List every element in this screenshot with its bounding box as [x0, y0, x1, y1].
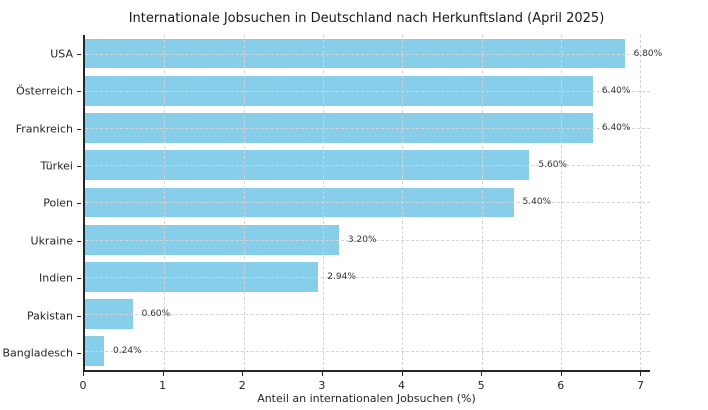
- x-tick-mark: [242, 372, 244, 376]
- x-tick-mark: [560, 372, 562, 376]
- bar: [85, 150, 530, 181]
- bar: [85, 187, 514, 218]
- x-tick-mark: [162, 372, 164, 376]
- bar-row: 5.60%: [85, 147, 650, 184]
- bar: [85, 38, 625, 69]
- y-label-row: USA: [0, 35, 81, 72]
- y-category-label: Österreich: [16, 84, 73, 98]
- bar-row: 5.40%: [85, 184, 650, 221]
- y-axis-labels: USA Österreich Frankreich Türkei Polen Ukrain…: [0, 35, 81, 372]
- y-label-row: Pakistan: [0, 297, 81, 334]
- x-axis-label: Anteil an internationalen Jobsuchen (%): [257, 392, 476, 405]
- bar-value-label: 5.40%: [522, 197, 552, 208]
- x-tick-label: 5: [477, 379, 485, 392]
- bar-row: 2.94%: [85, 258, 650, 295]
- x-tick-mark: [321, 372, 323, 376]
- y-category-label: Indien: [39, 271, 73, 285]
- bar: [85, 224, 339, 255]
- y-tick-mark: [77, 353, 81, 355]
- y-label-row: Ukraine: [0, 222, 81, 259]
- y-label-row: Polen: [0, 185, 81, 222]
- y-tick-mark: [77, 315, 81, 317]
- bar-value-label: 6.40%: [601, 85, 631, 96]
- bar: [85, 262, 319, 292]
- y-tick-mark: [77, 166, 81, 168]
- bar-value-label: 0.24%: [113, 346, 142, 357]
- bar-row: 6.80%: [85, 35, 662, 72]
- bar-value-label: 6.80%: [633, 48, 663, 59]
- y-category-label: Türkei: [40, 159, 73, 173]
- bar-value-label: 0.60%: [141, 309, 171, 320]
- x-tick-label: 6: [557, 379, 565, 392]
- x-tick-label: 4: [398, 379, 406, 392]
- bar-row: 3.20%: [85, 221, 650, 258]
- bar-row: 6.40%: [85, 72, 650, 109]
- x-tick-label: 1: [159, 379, 167, 392]
- bar: [85, 336, 105, 367]
- x-tick-label: 7: [636, 379, 644, 392]
- y-tick-mark: [77, 91, 81, 93]
- y-category-label: Polen: [43, 196, 73, 210]
- bar-value-label: 6.40%: [601, 123, 631, 134]
- plot-area: 6.80% 6.40% 6.40% 5.60% 5.40% 3.20% 2.94% 0.60%…: [83, 35, 662, 372]
- y-category-label: Ukraine: [30, 234, 73, 248]
- x-tick-label: 3: [318, 379, 326, 392]
- y-category-label: Bangladesch: [2, 346, 73, 360]
- bar-value-label: 5.60%: [538, 160, 567, 171]
- y-label-row: Österreich: [0, 72, 81, 109]
- y-category-label: Frankreich: [15, 122, 73, 136]
- bar-row: 0.60%: [85, 296, 650, 333]
- y-tick-mark: [77, 128, 81, 130]
- bar: [85, 113, 593, 143]
- bar-value-label: 2.94%: [327, 271, 356, 282]
- y-tick-mark: [77, 53, 81, 55]
- y-tick-mark: [77, 278, 81, 280]
- y-label-row: Indien: [0, 260, 81, 297]
- bar-row: 0.24%: [85, 333, 650, 370]
- bar-value-label: 3.20%: [347, 234, 377, 245]
- x-axis-ticks: 0 1 2 3 4 5 6 7: [79, 371, 650, 401]
- y-label-row: Bangladesch: [0, 335, 81, 372]
- bar: [85, 299, 133, 330]
- x-tick-mark: [83, 372, 84, 376]
- x-tick-mark: [401, 372, 403, 376]
- x-tick-mark: [640, 372, 642, 376]
- bar-row: 6.40%: [85, 109, 650, 146]
- y-category-label: USA: [50, 47, 73, 61]
- y-label-row: Türkei: [0, 147, 81, 184]
- chart-title: Internationale Jobsuchen in Deutschland …: [128, 11, 605, 26]
- horizontal-gridline: [85, 351, 650, 353]
- y-category-label: Pakistan: [26, 309, 73, 323]
- y-tick-mark: [77, 240, 81, 242]
- x-tick-label: 0: [79, 379, 87, 392]
- y-tick-mark: [77, 203, 81, 205]
- x-tick-label: 2: [238, 379, 246, 392]
- y-label-row: Frankreich: [0, 110, 81, 147]
- bar: [85, 75, 593, 106]
- x-tick-mark: [481, 372, 483, 376]
